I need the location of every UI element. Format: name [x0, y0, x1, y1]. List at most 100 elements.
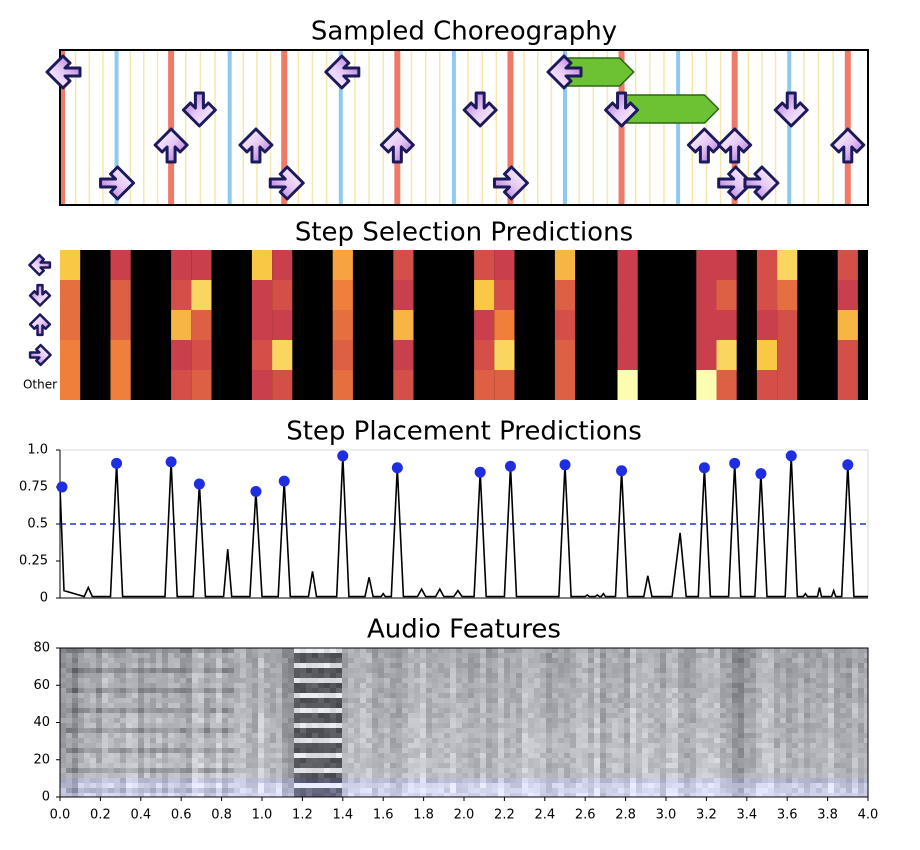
spectrogram-cell: [150, 748, 156, 753]
spectrogram-cell: [486, 693, 492, 698]
spectrogram-cell: [624, 763, 630, 768]
spectrogram-cell: [198, 708, 204, 713]
spectrogram-cell: [288, 738, 294, 743]
spectrogram-cell: [558, 773, 564, 778]
spectrogram-cell: [360, 648, 366, 653]
spectrogram-cell: [228, 788, 234, 793]
spectrogram-cell: [702, 703, 708, 708]
spectrogram-cell: [84, 673, 90, 678]
spectrogram-cell: [270, 773, 276, 778]
spectrogram-cell: [636, 683, 642, 688]
spectrogram-cell: [708, 723, 714, 728]
spectrogram-cell: [558, 723, 564, 728]
spectrogram-cell: [570, 668, 576, 673]
spectrogram-cell: [864, 653, 868, 658]
spectrogram-cell: [354, 783, 360, 788]
step-arrow: [462, 91, 498, 128]
spectrogram-cell: [60, 783, 66, 788]
spectrogram-cell: [636, 678, 642, 683]
spectrogram-cell: [378, 648, 384, 653]
spectrogram-cell: [150, 763, 156, 768]
spectrogram-cell: [222, 768, 228, 773]
spectrogram-cell: [708, 788, 714, 793]
spectrogram-cell: [360, 693, 366, 698]
spectrogram-cell: [642, 743, 648, 748]
spectrogram-cell: [486, 653, 492, 658]
spectrogram-cell: [822, 753, 828, 758]
spectrogram-cell: [474, 753, 480, 758]
spectrogram-cell: [432, 713, 438, 718]
spectrogram-cell: [132, 778, 138, 783]
spectrogram-cell: [498, 768, 504, 773]
spectrogram-cell: [246, 683, 252, 688]
spectrogram-cell: [252, 773, 258, 778]
spectrogram-cell: [606, 663, 612, 668]
spectrogram-cell: [594, 733, 600, 738]
spectrogram-cell: [288, 743, 294, 748]
x-tick-label: 1.8: [413, 808, 434, 823]
spectrogram-cell: [846, 678, 852, 683]
spectrogram-cell: [498, 758, 504, 763]
spectrogram-cell: [330, 678, 336, 683]
spectrogram-cell: [414, 773, 420, 778]
spectrogram-cell: [240, 713, 246, 718]
spectrogram-cell: [660, 793, 666, 797]
spectrogram-cell: [216, 703, 222, 708]
spectrogram-cell: [804, 703, 810, 708]
spectrogram-cell: [168, 713, 174, 718]
spectrogram-cell: [864, 763, 868, 768]
spectrogram-cell: [564, 653, 570, 658]
spectrogram-cell: [636, 758, 642, 763]
spectrogram-cell: [198, 658, 204, 663]
spectrogram-cell: [72, 793, 78, 797]
spectrogram-cell: [372, 668, 378, 673]
spectrogram-cell: [408, 733, 414, 738]
spectrogram-cell: [696, 658, 702, 663]
spectrogram-cell: [120, 738, 126, 743]
spectrogram-cell: [816, 713, 822, 718]
spectrogram-cell: [162, 708, 168, 713]
spectrogram-cell: [144, 768, 150, 773]
spectrogram-cell: [66, 733, 72, 738]
spectrogram-cell: [738, 788, 744, 793]
spectrogram-cell: [264, 678, 270, 683]
spectrogram-cell: [504, 663, 510, 668]
spectrogram-cell: [456, 668, 462, 673]
spectrogram-cell: [342, 753, 348, 758]
spectrogram-cell: [336, 793, 342, 797]
spectrogram-cell: [396, 743, 402, 748]
spectrogram-cell: [792, 788, 798, 793]
spectrogram-cell: [78, 748, 84, 753]
spectrogram-cell: [444, 748, 450, 753]
spectrogram-cell: [354, 728, 360, 733]
spectrogram-cell: [666, 718, 672, 723]
spectrogram-cell: [774, 748, 780, 753]
heatmap-cell: [756, 370, 778, 400]
spectrogram-cell: [804, 768, 810, 773]
spectrogram-cell: [138, 693, 144, 698]
spectrogram-cell: [312, 683, 318, 688]
spectrogram-cell: [234, 678, 240, 683]
spectrogram-cell: [738, 748, 744, 753]
spectrogram-cell: [642, 698, 648, 703]
spectrogram-cell: [600, 758, 606, 763]
spectrogram-cell: [180, 793, 186, 797]
spectrogram-cell: [294, 678, 300, 683]
spectrogram-cell: [540, 718, 546, 723]
spectrogram-cell: [636, 748, 642, 753]
spectrogram-cell: [582, 648, 588, 653]
spectrogram-cell: [168, 658, 174, 663]
spectrogram-cell: [276, 673, 282, 678]
spectrogram-cell: [402, 763, 408, 768]
spectrogram-cell: [402, 693, 408, 698]
spectrogram-cell: [744, 783, 750, 788]
spectrogram-cell: [456, 678, 462, 683]
spectrogram-cell: [786, 678, 792, 683]
spectrogram-cell: [750, 723, 756, 728]
spectrogram-cell: [198, 673, 204, 678]
spectrogram-cell: [726, 678, 732, 683]
spectrogram-cell: [150, 718, 156, 723]
spectrogram-cell: [738, 723, 744, 728]
spectrogram-cell: [732, 788, 738, 793]
spectrogram-cell: [774, 768, 780, 773]
